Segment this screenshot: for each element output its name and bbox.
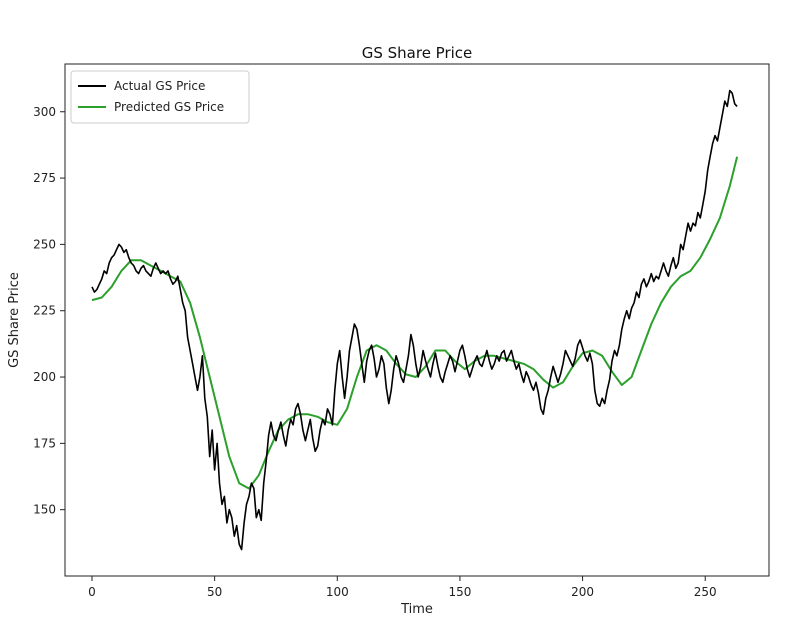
x-axis-ticks: 0 50 100 150 200 250	[88, 576, 717, 599]
x-axis-label: Time	[400, 602, 433, 617]
legend: Actual GS Price Predicted GS Price	[70, 70, 250, 124]
legend-box	[70, 70, 250, 124]
y-tick-label: 300	[33, 105, 56, 119]
y-tick-label: 200	[33, 370, 56, 384]
y-tick-label: 150	[33, 503, 56, 517]
plot-area-frame	[64, 63, 770, 577]
x-tick-label: 150	[448, 585, 471, 599]
x-tick-label: 0	[88, 585, 96, 599]
y-tick-label: 175	[33, 436, 56, 450]
chart-title: GS Share Price	[362, 44, 473, 62]
x-tick-label: 50	[207, 585, 222, 599]
series-line-predicted	[91, 156, 739, 490]
y-tick-label: 250	[33, 237, 56, 251]
y-axis-ticks: 150 175 200 225 250 275 300	[33, 105, 65, 517]
y-axis-label: GS Share Price	[7, 272, 22, 368]
series-layer	[91, 89, 739, 551]
legend-label-actual: Actual GS Price	[114, 79, 205, 93]
y-tick-label: 225	[33, 304, 56, 318]
legend-label-predicted: Predicted GS Price	[114, 100, 224, 114]
y-tick-label: 275	[33, 171, 56, 185]
x-tick-label: 250	[694, 585, 717, 599]
x-tick-label: 100	[326, 585, 349, 599]
x-tick-label: 200	[571, 585, 594, 599]
series-line-actual	[91, 89, 738, 551]
